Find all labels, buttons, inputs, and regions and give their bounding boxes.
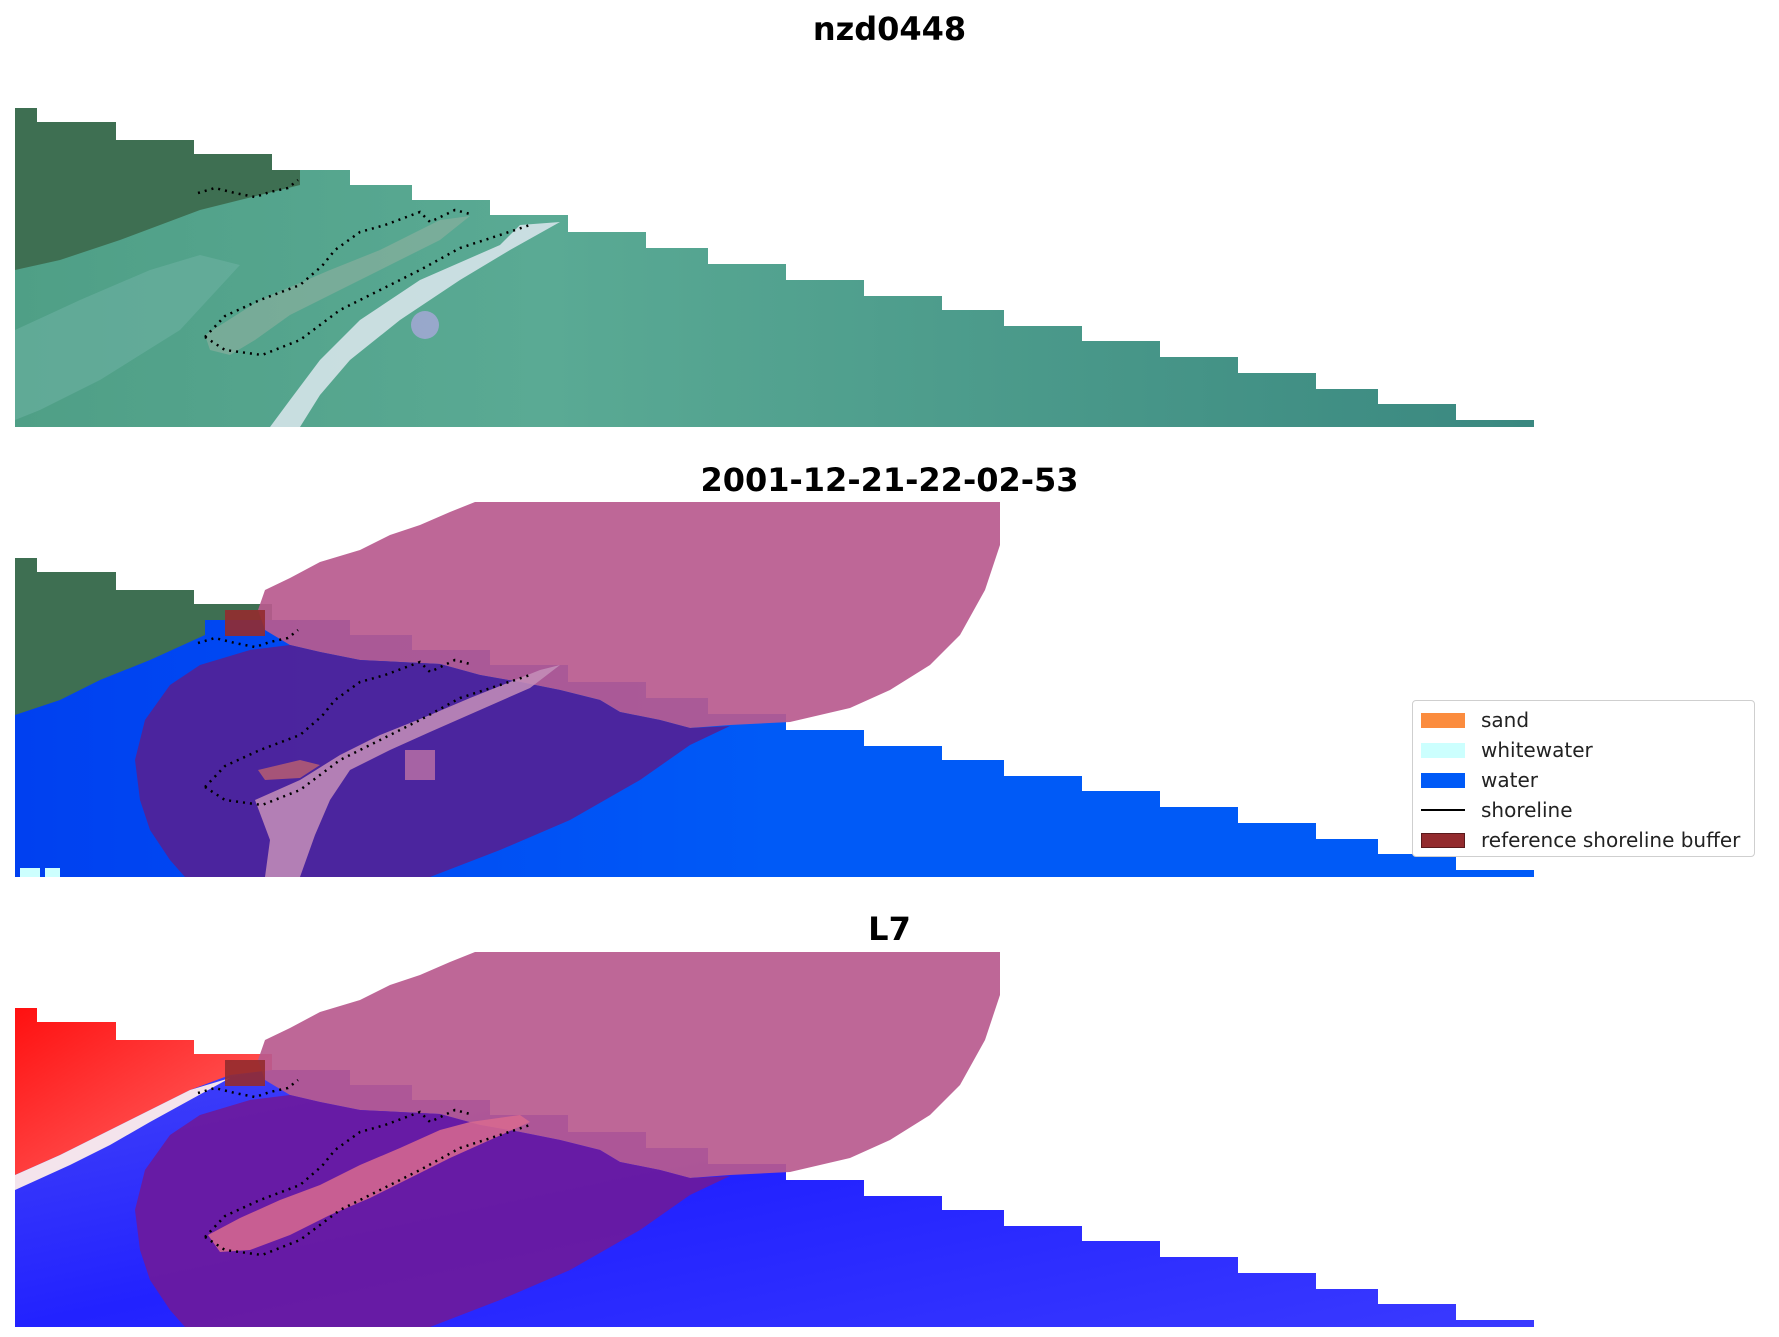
legend-item-reference-buffer: reference shoreline buffer	[1421, 825, 1746, 855]
shoreline-swatch	[1421, 809, 1465, 811]
legend-item-whitewater: whitewater	[1421, 735, 1746, 765]
sand-swatch	[1421, 712, 1465, 728]
panel-title-mndwi: L7	[868, 910, 911, 948]
panel-title-classified: 2001-12-21-22-02-53	[700, 461, 1079, 499]
legend-item-water: water	[1421, 765, 1746, 795]
legend-label: reference shoreline buffer	[1481, 828, 1741, 852]
water-swatch	[1421, 772, 1465, 788]
legend: sand whitewater water shoreline referenc…	[1412, 700, 1755, 857]
legend-label: whitewater	[1481, 738, 1593, 762]
legend-label: water	[1481, 768, 1538, 792]
legend-label: sand	[1481, 708, 1530, 732]
legend-label: shoreline	[1481, 798, 1573, 822]
reference-buffer-swatch	[1421, 832, 1465, 848]
panel-title-rgb: nzd0448	[812, 10, 967, 48]
classified-image	[15, 502, 1534, 877]
legend-item-shoreline: shoreline	[1421, 795, 1746, 825]
legend-item-sand: sand	[1421, 705, 1746, 735]
whitewater-swatch	[1421, 742, 1465, 758]
rgb-image	[15, 108, 1534, 427]
mndwi-image	[15, 952, 1534, 1327]
